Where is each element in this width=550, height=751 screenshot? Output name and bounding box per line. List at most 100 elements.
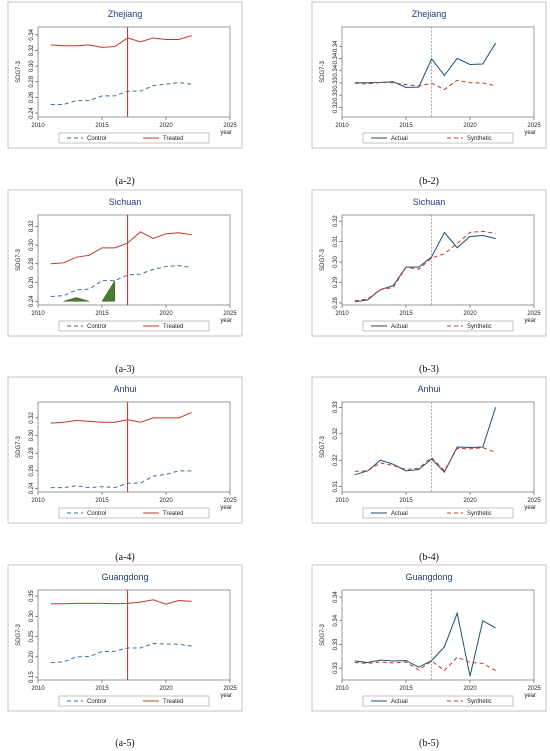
x-tick-label: 2010 — [335, 123, 349, 129]
chart-panel-a-5: Guangdong 0.15 0.20 0.25 0.30 0.35 2010 2015 202… — [7, 564, 243, 712]
x-axis-label: year — [220, 318, 232, 324]
y-tick-label: 0.32 — [333, 101, 339, 113]
y-tick-label: 0.34 — [333, 591, 339, 603]
y-axis-label: SDG7-3 — [320, 249, 326, 271]
chart-panel-a-4: Anhui 0.24 0.26 0.28 0.30 0.32 2010 2015 2020 202… — [7, 376, 243, 524]
x-tick-label: 2015 — [95, 123, 109, 129]
x-axis-label: year — [220, 130, 232, 136]
x-tick-label: 2020 — [159, 123, 173, 129]
x-tick-label: 2025 — [223, 123, 237, 129]
y-tick-label: 0.26 — [29, 276, 35, 288]
y-axis-label: SDG7-3 — [16, 624, 22, 646]
x-tick-label: 2015 — [95, 498, 109, 504]
series-line-actual — [354, 231, 496, 303]
x-tick-label: 2010 — [335, 498, 349, 504]
plot-area — [341, 214, 535, 306]
legend-label: Synthetic — [467, 699, 492, 705]
y-tick-label: 0.33 — [333, 662, 339, 674]
series-line-treated — [50, 35, 192, 48]
chart-panel-a-3: Sichuan 0.24 0.26 0.28 0.30 0.32 2010 2015 2020 2… — [7, 189, 243, 337]
x-tick-label: 2025 — [223, 498, 237, 504]
x-axis-label: year — [220, 693, 232, 699]
y-tick-label: 0.15 — [29, 671, 35, 683]
legend-box — [362, 320, 514, 332]
x-tick-label: 2025 — [527, 311, 541, 317]
panel-caption: (a-3) — [115, 364, 134, 375]
chart-title: Sichuan — [109, 197, 142, 207]
chart-panel-b-5: Guangdong 0.33 0.33 0.34 0.34 2010 2015 2020 202… — [311, 564, 547, 712]
y-tick-label: 0.32 — [333, 215, 339, 227]
x-tick-label: 2015 — [399, 123, 413, 129]
panel-caption: (b-2) — [419, 176, 439, 187]
panel-caption: (b-5) — [419, 738, 439, 749]
y-tick-label: 0.28 — [29, 75, 35, 87]
plot-area — [341, 589, 535, 681]
legend-label: Actual — [391, 324, 408, 330]
chart-title: Anhui — [113, 384, 136, 394]
x-tick-label: 2015 — [399, 498, 413, 504]
panel-caption: (a-2) — [115, 176, 134, 187]
y-axis-label: SDG7-3 — [320, 61, 326, 83]
y-axis-label: SDG7-3 — [320, 624, 326, 646]
y-tick-label: 0.31 — [333, 235, 339, 247]
series-line-control — [50, 265, 192, 298]
panel-caption: (a-4) — [115, 552, 134, 563]
chart-panel-b-3: Sichuan 0.28 0.29 0.30 0.31 0.32 2010 2015 2020 2… — [311, 189, 547, 337]
y-tick-label: 0.26 — [29, 464, 35, 476]
y-tick-label: 0.32 — [333, 427, 339, 439]
legend-box — [362, 507, 514, 519]
chart-title: Zhejiang — [412, 9, 447, 19]
x-tick-label: 2020 — [463, 311, 477, 317]
x-tick-label: 2020 — [463, 686, 477, 692]
panel-caption: (b-3) — [419, 364, 439, 375]
x-tick-label: 2010 — [31, 686, 45, 692]
series-line-treated — [50, 599, 192, 605]
x-tick-label: 2015 — [399, 686, 413, 692]
panel-caption: (a-5) — [115, 738, 134, 749]
y-tick-label: 0.24 — [29, 482, 35, 494]
chart-title: Sichuan — [413, 197, 446, 207]
y-tick-label: 0.28 — [333, 296, 339, 308]
y-axis-label: SDG7-3 — [16, 436, 22, 458]
y-tick-label: 0.33 — [333, 76, 339, 88]
chart-title: Anhui — [417, 384, 440, 394]
x-tick-label: 2015 — [399, 311, 413, 317]
legend-label: Synthetic — [467, 136, 492, 142]
legend-box — [58, 695, 210, 707]
chart-panel-b-4: Anhui 0.31 0.32 0.32 0.33 2010 2015 2020 2025 SDG… — [311, 376, 547, 524]
y-tick-label: 0.30 — [333, 256, 339, 268]
shaded-gap-area — [63, 297, 90, 302]
y-tick-label: 0.26 — [29, 91, 35, 103]
legend-label: Control — [87, 699, 106, 705]
y-tick-label: 0.32 — [29, 220, 35, 232]
plot-area — [37, 214, 231, 306]
x-tick-label: 2025 — [527, 498, 541, 504]
chart-title: Guangdong — [405, 572, 452, 582]
legend-box — [58, 320, 210, 332]
series-line-control — [50, 82, 192, 105]
x-tick-label: 2025 — [527, 686, 541, 692]
chart-title: Zhejiang — [108, 9, 143, 19]
x-tick-label: 2020 — [159, 311, 173, 317]
series-line-treated — [50, 412, 192, 424]
x-axis-label: year — [524, 318, 536, 324]
y-axis-label: SDG7-3 — [16, 61, 22, 83]
y-tick-label: 0.28 — [29, 257, 35, 269]
y-tick-label: 0.30 — [29, 610, 35, 622]
y-tick-label: 0.33 — [333, 89, 339, 101]
y-tick-label: 0.30 — [29, 429, 35, 441]
series-line-actual — [354, 611, 496, 677]
legend-box — [362, 695, 514, 707]
legend-label: Treated — [163, 324, 183, 330]
x-axis-label: year — [524, 693, 536, 699]
x-tick-label: 2020 — [159, 498, 173, 504]
y-tick-label: 0.28 — [29, 447, 35, 459]
chart-panel-a-2: Zhejiang 0.24 0.26 0.28 0.30 0.32 0.34 2010 2015… — [7, 1, 243, 149]
legend-box — [58, 507, 210, 519]
y-axis-label: SDG7-3 — [16, 249, 22, 271]
legend-label: Control — [87, 511, 106, 517]
y-tick-label: 0.30 — [29, 60, 35, 72]
y-tick-label: 0.34 — [333, 40, 339, 52]
